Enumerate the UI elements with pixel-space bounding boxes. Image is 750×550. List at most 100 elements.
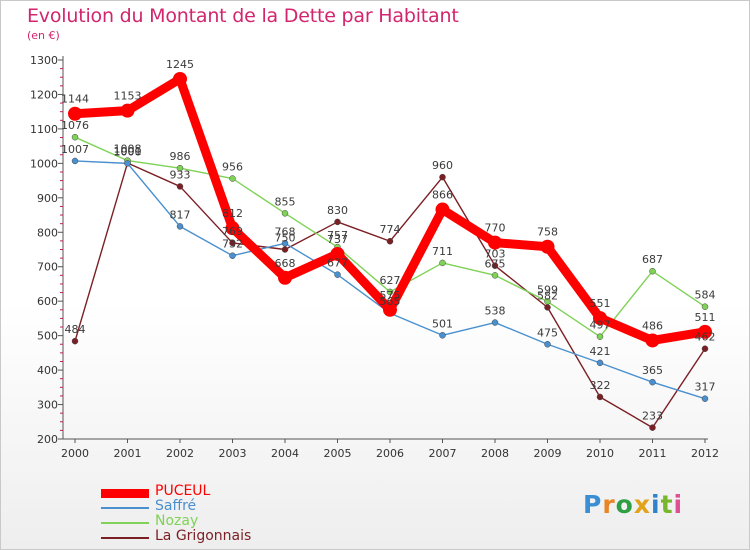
data-point — [488, 235, 502, 250]
y-tick-label: 1300 — [30, 54, 58, 67]
data-label: 565 — [380, 295, 401, 308]
data-label: 770 — [485, 222, 506, 235]
x-tick-label: 2003 — [219, 447, 247, 460]
data-label: 511 — [695, 311, 716, 324]
data-label: 599 — [537, 284, 558, 297]
data-point — [544, 298, 551, 305]
data-label: 866 — [432, 189, 453, 202]
data-point — [229, 252, 236, 259]
data-label: 582 — [537, 289, 558, 302]
data-point — [330, 246, 345, 261]
data-label: 703 — [485, 248, 506, 261]
data-label: 677 — [327, 257, 348, 270]
y-tick-label: 800 — [37, 226, 58, 239]
data-label: 960 — [432, 159, 453, 172]
x-tick-label: 2004 — [271, 447, 299, 460]
y-tick-label: 1200 — [30, 88, 58, 101]
data-point — [645, 333, 660, 348]
legend-swatch — [101, 507, 149, 509]
data-point — [435, 202, 450, 217]
data-point — [383, 302, 397, 317]
y-tick-label: 700 — [37, 261, 58, 274]
data-label: 1245 — [166, 58, 194, 71]
data-point — [596, 393, 604, 401]
data-label: 365 — [642, 364, 663, 377]
data-label: 774 — [380, 223, 401, 236]
x-tick-label: 2000 — [61, 447, 89, 460]
data-label: 750 — [275, 232, 296, 245]
data-point — [439, 173, 446, 181]
data-label: 317 — [695, 381, 716, 394]
data-label: 475 — [537, 326, 558, 339]
legend-label: PUCEUL — [155, 483, 211, 499]
data-label: 421 — [590, 345, 611, 358]
data-label: 1008 — [114, 143, 142, 156]
x-tick-label: 2002 — [166, 447, 194, 460]
data-point — [544, 304, 551, 311]
data-point — [176, 164, 184, 172]
data-point — [173, 71, 187, 86]
x-tick-label: 2011 — [639, 447, 667, 460]
data-point — [278, 270, 292, 285]
data-point — [386, 288, 394, 296]
y-tick-label: 1000 — [30, 157, 58, 170]
data-point — [596, 359, 604, 367]
data-label: 575 — [380, 289, 401, 302]
data-point — [649, 378, 656, 386]
data-point — [229, 175, 236, 182]
legend-swatch — [101, 537, 149, 539]
logo-letter: o — [615, 490, 634, 519]
data-label: 322 — [590, 379, 611, 392]
data-label: 855 — [275, 195, 296, 208]
data-point — [544, 341, 551, 348]
chart-title: Evolution du Montant de la Dette par Hab… — [27, 5, 459, 27]
data-point — [334, 271, 341, 278]
data-label: 486 — [642, 319, 663, 332]
legend-swatch — [101, 488, 149, 498]
x-tick-label: 2006 — [376, 447, 404, 460]
proxiti-logo: Proxiti — [583, 490, 683, 519]
logo-letter: r — [602, 490, 616, 519]
data-label: 769 — [222, 225, 243, 238]
x-tick-label: 2009 — [534, 447, 562, 460]
data-label: 1007 — [61, 143, 89, 156]
data-point — [649, 267, 656, 275]
y-tick-label: 300 — [37, 399, 58, 412]
data-point — [334, 218, 341, 226]
data-label: 768 — [275, 225, 296, 238]
y-tick-label: 500 — [37, 330, 58, 343]
data-label: 711 — [432, 245, 453, 258]
y-tick-label: 900 — [37, 192, 58, 205]
data-label: 584 — [695, 289, 716, 302]
chart-unit: (en €) — [27, 29, 60, 42]
data-point — [281, 240, 289, 247]
legend-label: Nozay — [155, 513, 199, 529]
logo-letter: x — [633, 490, 651, 519]
data-point — [491, 319, 499, 326]
data-label: 538 — [485, 305, 506, 318]
data-point — [701, 345, 709, 352]
data-point — [439, 259, 446, 267]
logo-letter: t — [660, 490, 674, 519]
logo-letter: i — [651, 490, 661, 519]
legend-swatch — [101, 522, 149, 524]
data-label: 986 — [170, 150, 191, 163]
data-point — [71, 337, 79, 345]
y-tick-label: 1100 — [30, 123, 58, 136]
data-point — [124, 160, 131, 167]
data-label: 627 — [380, 274, 401, 287]
y-tick-label: 200 — [37, 433, 58, 446]
data-label: 668 — [275, 257, 296, 270]
x-tick-label: 2001 — [114, 447, 142, 460]
logo-letter: i — [673, 490, 684, 519]
data-point — [540, 239, 555, 254]
y-tick-label: 400 — [37, 364, 58, 377]
data-label: 1144 — [61, 93, 89, 106]
data-point — [71, 133, 79, 141]
data-label: 758 — [537, 226, 558, 239]
data-point — [229, 239, 236, 247]
data-label: 812 — [222, 207, 243, 220]
data-point — [701, 303, 709, 310]
legend-label: La Grigonnais — [155, 528, 252, 544]
